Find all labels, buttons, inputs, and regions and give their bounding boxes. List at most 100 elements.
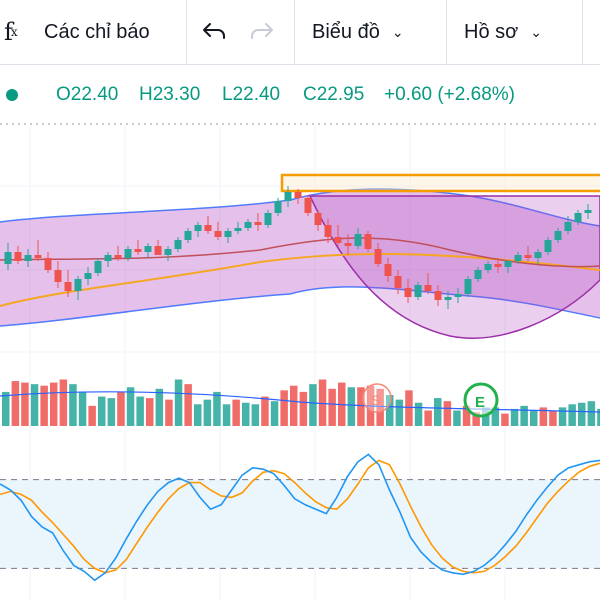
indicators-button-label: Các chỉ báo	[44, 20, 150, 43]
candle-body	[154, 246, 162, 255]
candle-body	[74, 279, 82, 291]
candle-body	[574, 213, 582, 222]
close-value: C22.95	[303, 84, 365, 105]
volume-bar	[405, 390, 413, 426]
undo-button[interactable]	[200, 0, 228, 64]
volume-bar	[472, 412, 480, 426]
candle-body	[234, 228, 242, 231]
volume-bar	[376, 388, 384, 426]
candle-body	[44, 258, 52, 270]
volume-bar	[69, 384, 77, 426]
split-marker-label: S	[371, 392, 380, 408]
volume-bar	[184, 384, 192, 426]
redo-button[interactable]	[248, 0, 276, 64]
candle-body	[114, 255, 122, 258]
bollinger-bands	[0, 188, 600, 339]
volume-bar	[510, 408, 519, 426]
volume-bar	[299, 391, 308, 426]
split-marker[interactable]: S	[362, 383, 392, 413]
volume-bar	[194, 404, 202, 426]
candle-body	[494, 264, 502, 267]
candle-body	[444, 297, 452, 300]
volume-bar	[290, 385, 298, 426]
candle-body	[324, 225, 332, 237]
volume-bar	[203, 399, 212, 426]
volume-bar	[558, 407, 567, 426]
candle-body	[554, 231, 562, 240]
candle-body	[344, 243, 352, 246]
candle-body	[54, 270, 62, 282]
volume-bar	[520, 405, 528, 426]
candle-body	[84, 273, 92, 279]
volume-bar	[59, 379, 68, 426]
volume-bar	[357, 387, 365, 426]
candle-body	[174, 240, 182, 249]
chart-area[interactable]: S E	[0, 64, 600, 600]
volume-bar	[117, 391, 125, 426]
volume-bar	[155, 388, 164, 426]
candle-body	[254, 222, 262, 225]
candle-body	[194, 225, 202, 231]
profile-menu-label: Hồ sơ	[464, 20, 519, 43]
candle-body	[544, 240, 552, 252]
volume-bar	[549, 410, 557, 426]
volume-bar	[434, 398, 442, 426]
candle-body	[284, 192, 292, 201]
candle-body	[224, 231, 232, 237]
volume-bar	[414, 402, 423, 426]
series-status-dot[interactable]	[6, 89, 18, 101]
chart-menu-button[interactable]: Biểu đồ ⌄	[312, 0, 404, 64]
toolbar-divider	[186, 0, 187, 64]
candle-body	[484, 264, 492, 270]
candle-body	[14, 252, 22, 261]
earnings-marker-label: E	[475, 394, 485, 411]
highlight-zone-rectangle[interactable]	[280, 173, 600, 193]
earnings-marker[interactable]: E	[463, 382, 499, 418]
volume-bar	[50, 382, 58, 426]
volume-bar	[40, 385, 48, 426]
candle-body	[374, 249, 382, 264]
stochastic-oscillator-pane	[0, 453, 600, 582]
moving-average-orange	[0, 252, 600, 307]
candle-body	[104, 255, 112, 261]
chevron-down-icon: ⌄	[530, 23, 542, 40]
volume-bar	[213, 391, 221, 426]
candle-body	[144, 246, 152, 252]
candle-body	[514, 255, 522, 261]
candle-body	[404, 288, 412, 297]
candle-body	[94, 261, 102, 273]
volume-bar	[11, 381, 20, 426]
volume-bar	[530, 410, 538, 426]
open-value: O22.40	[56, 84, 119, 105]
high-value: H23.30	[139, 84, 201, 105]
volume-bar	[453, 410, 461, 426]
volume-bar	[280, 390, 288, 426]
candle-body	[334, 237, 342, 243]
volume-bar	[309, 384, 317, 426]
candle-body	[204, 225, 212, 231]
undo-arrow-icon	[203, 23, 225, 39]
volume-bar	[587, 401, 596, 426]
candle-body	[64, 282, 72, 291]
candle-body	[34, 255, 42, 258]
volume-bars	[0, 379, 600, 426]
candle-body	[434, 291, 442, 300]
moving-average-red	[0, 237, 600, 268]
volume-bar	[443, 401, 452, 426]
toolbar-divider	[294, 0, 295, 64]
candle-body	[164, 249, 172, 255]
volume-bar	[578, 402, 586, 426]
candle-body	[524, 255, 532, 258]
volume-bar	[251, 404, 260, 426]
candle-body	[474, 270, 482, 279]
change-value: +0.60 (+2.68%)	[384, 84, 515, 105]
indicators-button[interactable]: Các chỉ báo	[44, 0, 150, 64]
volume-bar	[98, 396, 106, 426]
candle-body	[584, 210, 592, 213]
toolbar-divider	[582, 0, 583, 64]
profile-menu-button[interactable]: Hồ sơ ⌄	[464, 0, 542, 64]
volume-bar	[462, 405, 471, 426]
candle-body	[424, 285, 432, 291]
